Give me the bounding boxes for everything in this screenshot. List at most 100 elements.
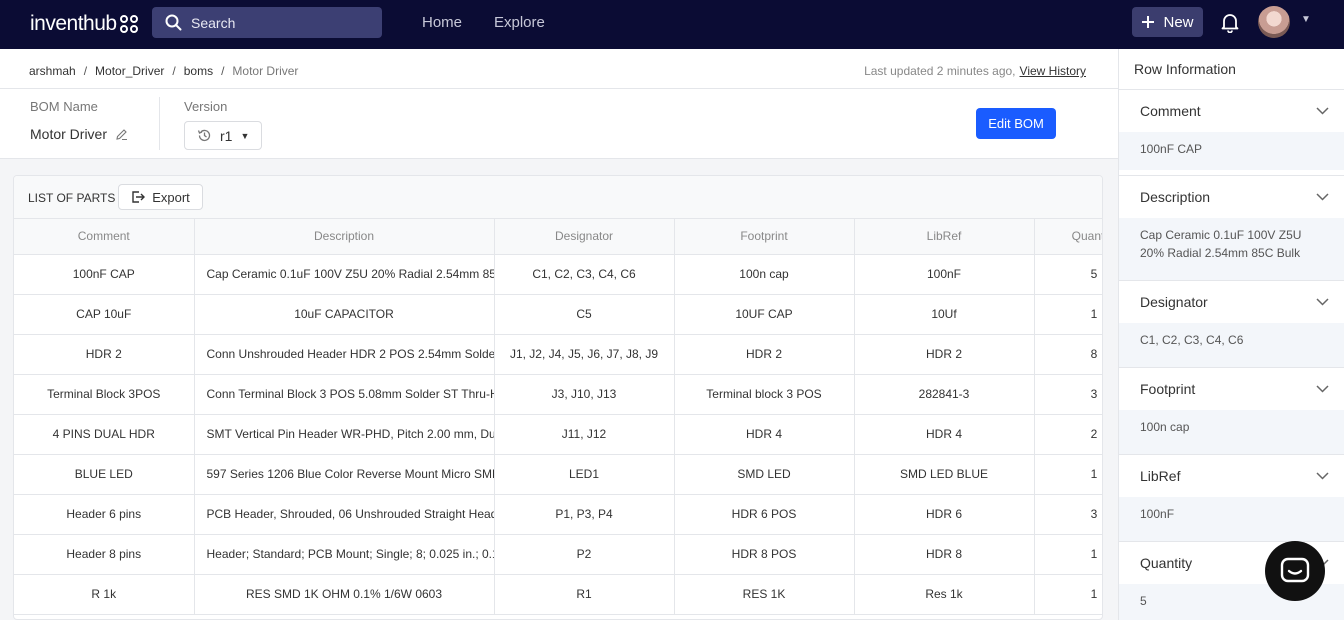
cell-description: Conn Terminal Block 3 POS 5.08mm Solder …: [194, 374, 495, 415]
cell-libref: HDR 6: [854, 494, 1035, 535]
nav-link-explore[interactable]: Explore: [494, 14, 545, 31]
breadcrumb-separator: /: [221, 64, 225, 78]
section-header[interactable]: Comment: [1119, 89, 1344, 132]
breadcrumb-bar: arshmah / Motor_Driver / boms / Motor Driver L…: [0, 49, 1118, 89]
table-row[interactable]: 4 PINS DUAL HDR SMT Vertical Pin Header …: [14, 414, 1102, 455]
cell-footprint: HDR 8 POS: [674, 534, 855, 575]
breadcrumb-separator: /: [83, 64, 88, 78]
bom-name-label: BOM Name: [30, 99, 98, 114]
column-header-comment[interactable]: Comment: [14, 219, 195, 255]
row-info-section-designator: Designator C1, C2, C3, C4, C6: [1119, 280, 1344, 367]
breadcrumb-separator: /: [172, 64, 176, 78]
cell-quantity: 3: [1034, 494, 1102, 535]
section-value: 100nF: [1119, 497, 1344, 541]
cell-footprint: Terminal block 3 POS: [674, 374, 855, 415]
edit-pencil-icon[interactable]: [115, 128, 128, 141]
cell-designator: C5: [494, 294, 675, 335]
cell-quantity: 8: [1034, 334, 1102, 375]
column-header-libref[interactable]: LibRef: [854, 219, 1035, 255]
logo[interactable]: inventhub: [30, 12, 138, 36]
cell-comment: HDR 2: [14, 334, 195, 375]
section-header[interactable]: Description: [1119, 175, 1344, 218]
cell-designator: R1: [494, 574, 675, 615]
section-header[interactable]: Footprint: [1119, 367, 1344, 410]
table-row[interactable]: Terminal Block 3POS Conn Terminal Block …: [14, 374, 1102, 415]
section-value: Cap Ceramic 0.1uF 100V Z5U 20% Radial 2.…: [1119, 218, 1344, 280]
section-value: 100nF CAP: [1119, 132, 1344, 170]
version-select[interactable]: r1 ▼: [184, 121, 262, 150]
column-header-quantity[interactable]: Quantity: [1034, 219, 1102, 255]
section-label: Comment: [1140, 103, 1201, 119]
row-info-section-libref: LibRef 100nF: [1119, 454, 1344, 541]
export-button[interactable]: Export: [118, 184, 203, 210]
cell-quantity: 1: [1034, 294, 1102, 335]
cell-footprint: HDR 6 POS: [674, 494, 855, 535]
section-header[interactable]: Designator: [1119, 280, 1344, 323]
chevron-down-icon: [1316, 472, 1329, 480]
edit-bom-button[interactable]: Edit BOM: [976, 108, 1056, 139]
parts-panel: LIST OF PARTS Export Comment Description…: [13, 175, 1103, 620]
chevron-down-icon: [1316, 298, 1329, 306]
chat-launcher-button[interactable]: [1265, 541, 1325, 601]
section-label: Designator: [1140, 294, 1208, 310]
cell-designator: J11, J12: [494, 414, 675, 455]
section-header[interactable]: LibRef: [1119, 454, 1344, 497]
search-input[interactable]: [191, 14, 371, 31]
cell-footprint: HDR 2: [674, 334, 855, 375]
table-row[interactable]: Header 6 pins PCB Header, Shrouded, 06 U…: [14, 494, 1102, 535]
section-label: LibRef: [1140, 468, 1181, 484]
cell-comment: 4 PINS DUAL HDR: [14, 414, 195, 455]
cell-libref: Res 1k: [854, 574, 1035, 615]
cell-designator: C1, C2, C3, C4, C6: [494, 254, 675, 295]
logo-grid-icon: [119, 15, 138, 33]
section-label: Quantity: [1140, 555, 1193, 571]
cell-designator: P1, P3, P4: [494, 494, 675, 535]
cell-description: Header; Standard; PCB Mount; Single; 8; …: [194, 534, 495, 575]
cell-designator: P2: [494, 534, 675, 575]
cell-description: 10uF CAPACITOR: [194, 294, 495, 335]
section-value: C1, C2, C3, C4, C6: [1119, 323, 1344, 367]
cell-quantity: 1: [1034, 534, 1102, 575]
table-header-row: Comment Description Designator Footprint…: [14, 219, 1102, 255]
column-header-description[interactable]: Description: [194, 219, 495, 255]
cell-libref: HDR 8: [854, 534, 1035, 575]
plus-icon: [1142, 16, 1155, 28]
chevron-down-icon[interactable]: ▼: [1301, 14, 1311, 25]
column-header-footprint[interactable]: Footprint: [674, 219, 855, 255]
breadcrumb-item-project[interactable]: Motor_Driver: [95, 64, 165, 78]
last-updated-text: Last updated 2 minutes ago,: [864, 64, 1016, 78]
top-navbar: inventhub Home Explore New ▼: [0, 0, 1344, 49]
column-header-designator[interactable]: Designator: [494, 219, 675, 255]
table-row[interactable]: CAP 10uF 10uF CAPACITOR C5 10UF CAP 10Uf…: [14, 294, 1102, 335]
cell-footprint: 100n cap: [674, 254, 855, 295]
search-box[interactable]: [152, 7, 382, 38]
breadcrumb-item-current: Motor Driver: [232, 64, 299, 78]
view-history-link[interactable]: View History: [1019, 64, 1086, 78]
cell-designator: LED1: [494, 454, 675, 495]
table-row[interactable]: R 1k RES SMD 1K OHM 0.1% 1/6W 0603 R1 RE…: [14, 574, 1102, 615]
cell-comment: Terminal Block 3POS: [14, 374, 195, 415]
table-row[interactable]: HDR 2 Conn Unshrouded Header HDR 2 POS 2…: [14, 334, 1102, 375]
bom-name-value: Motor Driver: [30, 126, 108, 142]
cell-quantity: 3: [1034, 374, 1102, 415]
cell-description: Conn Unshrouded Header HDR 2 POS 2.54mm …: [194, 334, 495, 375]
table-row[interactable]: BLUE LED 597 Series 1206 Blue Color Reve…: [14, 454, 1102, 495]
table-row[interactable]: Header 8 pins Header; Standard; PCB Moun…: [14, 534, 1102, 575]
logo-text: inventhub: [30, 12, 117, 35]
avatar[interactable]: [1258, 6, 1290, 38]
cell-description: 597 Series 1206 Blue Color Reverse Mount…: [194, 454, 495, 495]
row-info-section-footprint: Footprint 100n cap: [1119, 367, 1344, 454]
row-information-panel: Row Information Comment 100nF CAP Descri…: [1118, 49, 1344, 620]
cell-quantity: 2: [1034, 414, 1102, 455]
cell-comment: 100nF CAP: [14, 254, 195, 295]
new-button[interactable]: New: [1132, 7, 1203, 37]
cell-quantity: 1: [1034, 574, 1102, 615]
cell-libref: 100nF: [854, 254, 1035, 295]
notifications-button[interactable]: [1220, 12, 1240, 38]
breadcrumb-item-boms[interactable]: boms: [183, 64, 214, 78]
cell-footprint: SMD LED: [674, 454, 855, 495]
breadcrumb-item-user[interactable]: arshmah: [29, 64, 76, 78]
section-label: Description: [1140, 189, 1211, 205]
nav-link-home[interactable]: Home: [422, 14, 463, 31]
table-row[interactable]: 100nF CAP Cap Ceramic 0.1uF 100V Z5U 20%…: [14, 254, 1102, 295]
